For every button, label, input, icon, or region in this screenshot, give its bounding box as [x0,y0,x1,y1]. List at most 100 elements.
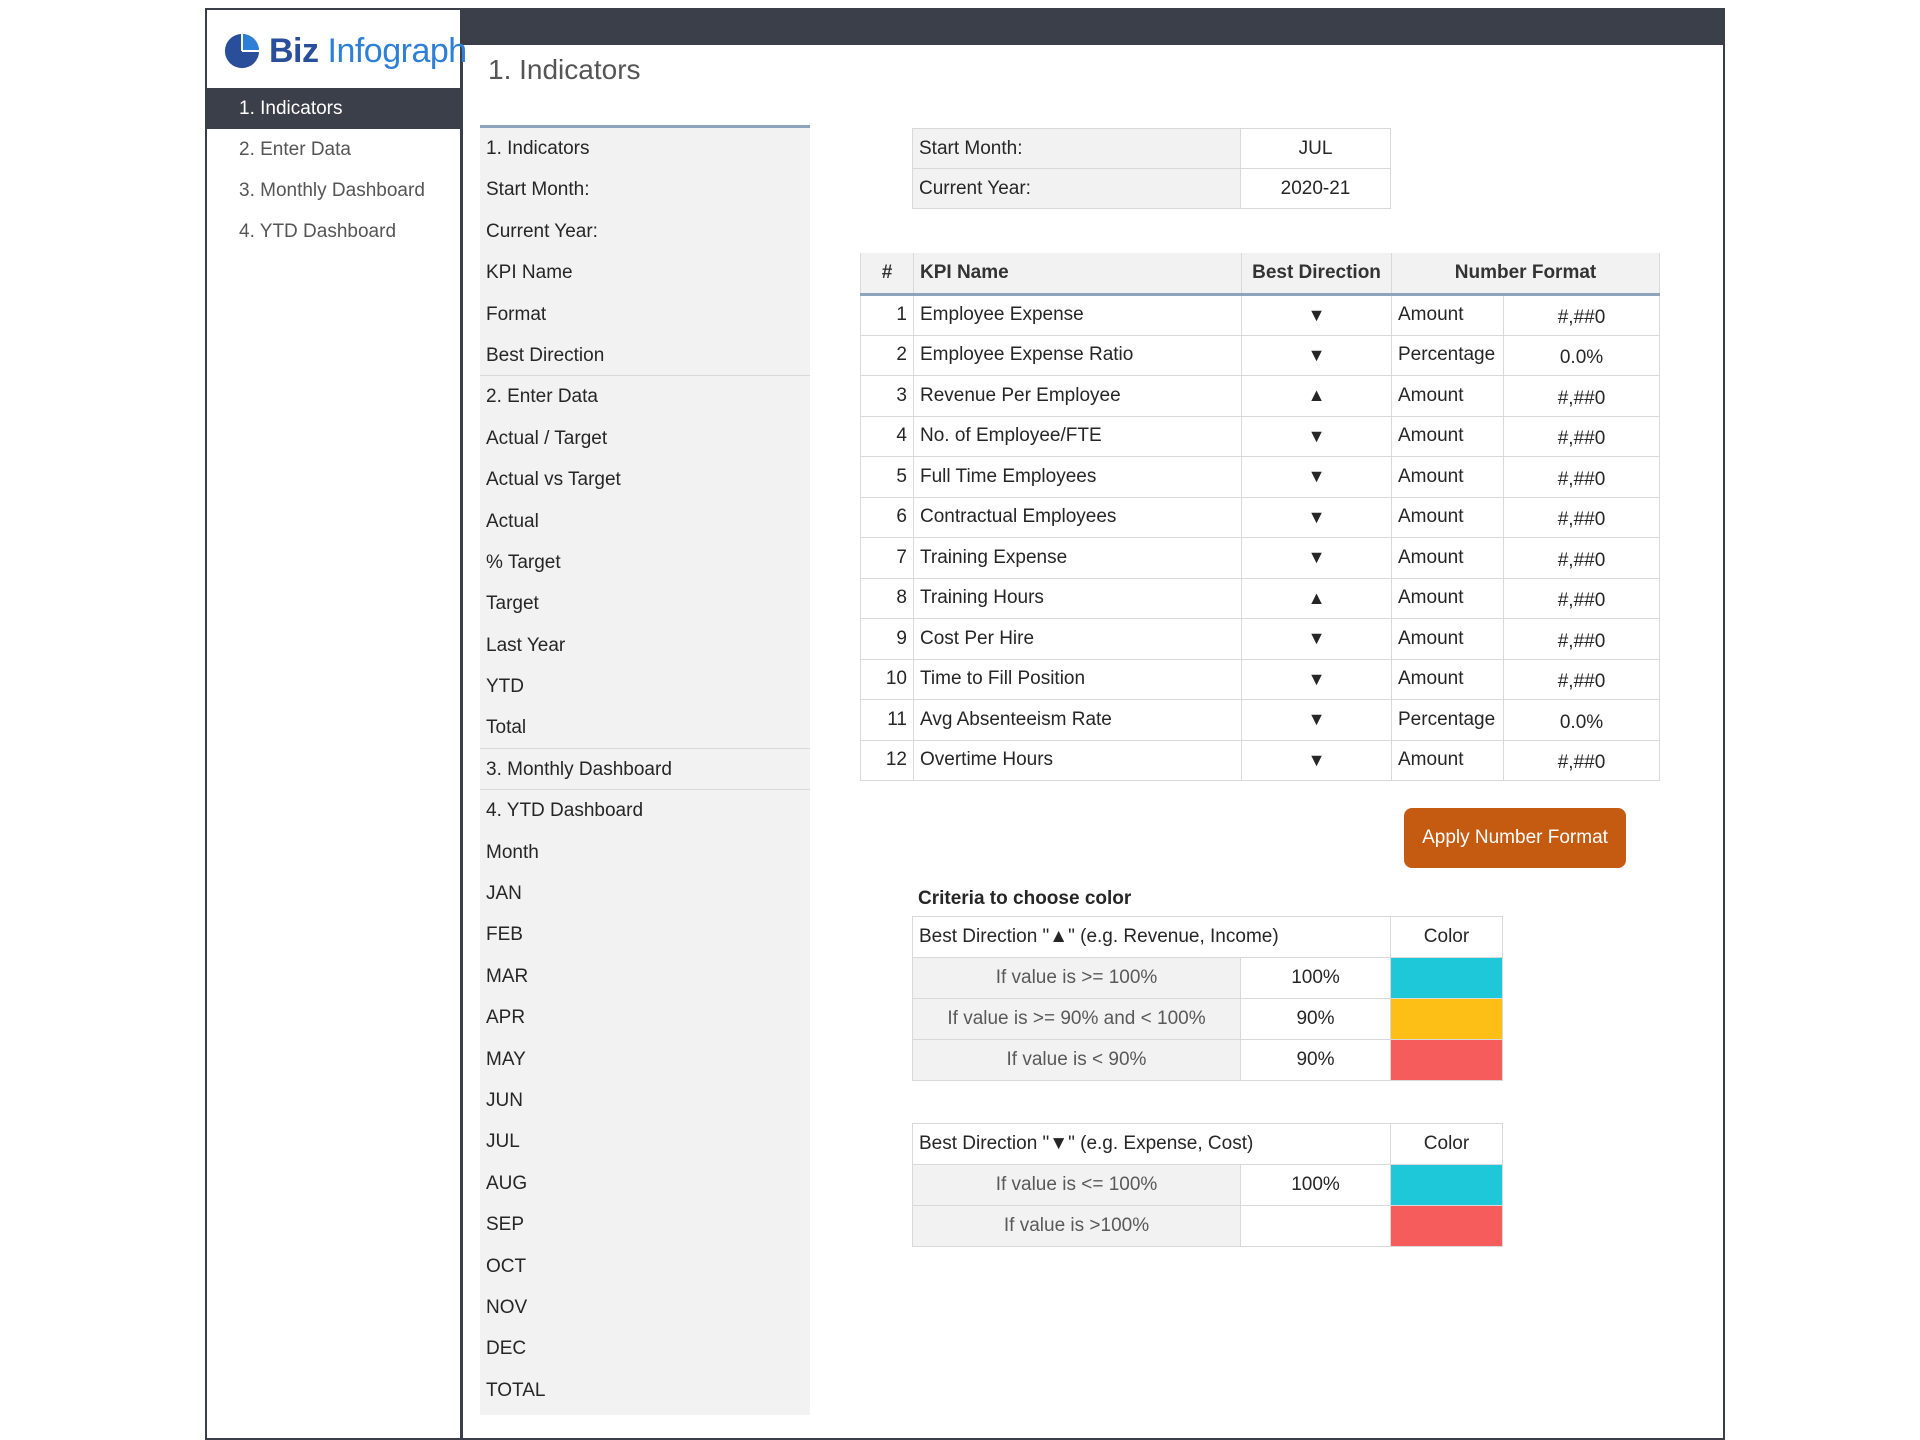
format-type[interactable]: Amount [1391,415,1504,457]
format-type[interactable]: Amount [1391,577,1504,619]
sidebar-item-monthly-dashboard[interactable]: 3. Monthly Dashboard [239,180,425,201]
format-type[interactable]: Amount [1391,456,1504,498]
indicator-label: MAR [486,965,529,987]
format-pattern: #,##0 [1503,658,1660,700]
indicator-label: Actual / Target [486,427,608,449]
kpi-name[interactable]: Cost Per Hire [913,618,1242,660]
format-pattern: #,##0 [1503,577,1660,619]
kpi-name[interactable]: Avg Absenteeism Rate [913,699,1242,741]
color-swatch [1390,998,1503,1040]
header-number-format: Number Format [1391,253,1660,296]
kpi-name[interactable]: Revenue Per Employee [913,375,1242,417]
start-month-label: Start Month: [912,128,1241,169]
kpi-number: 2 [860,334,914,376]
format-type[interactable]: Amount [1391,618,1504,660]
format-pattern: #,##0 [1503,375,1660,417]
current-year-value[interactable]: 2020-21 [1240,168,1391,209]
criteria-up-table: Best Direction "▲" (e.g. Revenue, Income… [912,916,1503,1081]
kpi-number: 7 [860,537,914,579]
best-direction-value[interactable]: ▲ [1241,577,1392,619]
start-settings-table: Start Month: JUL Current Year: 2020-21 [912,128,1391,209]
format-type[interactable]: Amount [1391,294,1504,336]
indicator-label: Actual vs Target [486,469,621,491]
indicator-label: JUN [486,1089,523,1111]
format-type[interactable]: Amount [1391,739,1504,781]
kpi-header-row: # KPI Name Best Direction Number Format [860,253,1660,296]
best-direction-value[interactable]: ▼ [1241,658,1392,700]
criteria-threshold[interactable]: 90% [1240,998,1391,1040]
sidebar: Biz Infograph 1. Indicators 2. Enter Dat… [207,10,467,1438]
indicator-label: NOV [486,1296,528,1318]
kpi-name[interactable]: No. of Employee/FTE [913,415,1242,457]
criteria-condition: If value is >100% [912,1205,1241,1247]
indicator-label: JAN [486,883,522,905]
kpi-name[interactable]: Contractual Employees [913,496,1242,538]
format-type[interactable]: Amount [1391,658,1504,700]
best-direction-value[interactable]: ▼ [1241,294,1392,336]
kpi-name[interactable]: Full Time Employees [913,456,1242,498]
best-direction-value[interactable]: ▼ [1241,456,1392,498]
current-year-label: Current Year: [912,168,1241,209]
header-number: # [860,253,914,296]
kpi-row: 3 Revenue Per Employee ▲ Amount #,##0 [860,375,1660,417]
format-type[interactable]: Percentage [1391,334,1504,376]
kpi-name[interactable]: Employee Expense Ratio [913,334,1242,376]
kpi-row: 1 Employee Expense ▼ Amount #,##0 [860,294,1660,336]
indicator-label: FEB [486,924,523,946]
kpi-name[interactable]: Overtime Hours [913,739,1242,781]
best-direction-value[interactable]: ▼ [1241,496,1392,538]
best-direction-value[interactable]: ▼ [1241,739,1392,781]
indicator-label: APR [486,1007,526,1029]
sidebar-item-indicators[interactable]: 1. Indicators [207,88,460,129]
criteria-threshold[interactable]: 100% [1240,957,1391,999]
best-direction-value[interactable]: ▼ [1241,537,1392,579]
format-type[interactable]: Amount [1391,375,1504,417]
header-kpi-name: KPI Name [913,253,1242,296]
best-direction-value[interactable]: ▲ [1241,375,1392,417]
top-bar [463,10,1723,45]
criteria-condition: If value is >= 90% and < 100% [912,998,1241,1040]
start-month-row: Start Month: JUL [912,128,1391,169]
kpi-row: 11 Avg Absenteeism Rate ▼ Percentage 0.0% [860,699,1660,741]
start-month-value[interactable]: JUL [1240,128,1391,169]
criteria-threshold[interactable]: 90% [1240,1039,1391,1081]
sidebar-item-enter-data[interactable]: 2. Enter Data [239,139,351,160]
format-pattern: #,##0 [1503,456,1660,498]
best-direction-value[interactable]: ▼ [1241,334,1392,376]
kpi-row: 9 Cost Per Hire ▼ Amount #,##0 [860,618,1660,660]
color-swatch [1390,1164,1503,1206]
kpi-row: 6 Contractual Employees ▼ Amount #,##0 [860,496,1660,538]
criteria-up-header: Best Direction "▲" (e.g. Revenue, Income… [912,916,1391,958]
kpi-name[interactable]: Training Hours [913,577,1242,619]
kpi-name[interactable]: Training Expense [913,537,1242,579]
criteria-down-header-row: Best Direction "▼" (e.g. Expense, Cost) … [912,1123,1503,1165]
kpi-name[interactable]: Time to Fill Position [913,658,1242,700]
best-direction-value[interactable]: ▼ [1241,415,1392,457]
best-direction-value[interactable]: ▼ [1241,618,1392,660]
kpi-row: 10 Time to Fill Position ▼ Amount #,##0 [860,658,1660,700]
criteria-up-color-header: Color [1390,916,1503,958]
logo: Biz Infograph [223,24,467,78]
header-best-direction: Best Direction [1241,253,1392,296]
indicator-label: Start Month: [486,179,590,201]
best-direction-value[interactable]: ▼ [1241,699,1392,741]
kpi-number: 8 [860,577,914,619]
indicator-label: TOTAL [486,1379,546,1401]
indicator-label: 4. YTD Dashboard [486,800,644,822]
kpi-row: 5 Full Time Employees ▼ Amount #,##0 [860,456,1660,498]
sidebar-item-ytd-dashboard[interactable]: 4. YTD Dashboard [239,221,397,242]
kpi-number: 9 [860,618,914,660]
apply-number-format-button[interactable]: Apply Number Format [1404,808,1626,868]
criteria-threshold[interactable]: 100% [1240,1164,1391,1206]
criteria-threshold[interactable] [1240,1205,1391,1247]
kpi-number: 3 [860,375,914,417]
current-year-row: Current Year: 2020-21 [912,168,1391,209]
format-type[interactable]: Percentage [1391,699,1504,741]
format-type[interactable]: Amount [1391,537,1504,579]
kpi-row: 12 Overtime Hours ▼ Amount #,##0 [860,739,1660,781]
indicator-label: % Target [486,551,561,573]
format-type[interactable]: Amount [1391,496,1504,538]
criteria-row: If value is <= 100% 100% [912,1164,1503,1206]
kpi-name[interactable]: Employee Expense [913,294,1242,336]
criteria-up-header-row: Best Direction "▲" (e.g. Revenue, Income… [912,916,1503,958]
